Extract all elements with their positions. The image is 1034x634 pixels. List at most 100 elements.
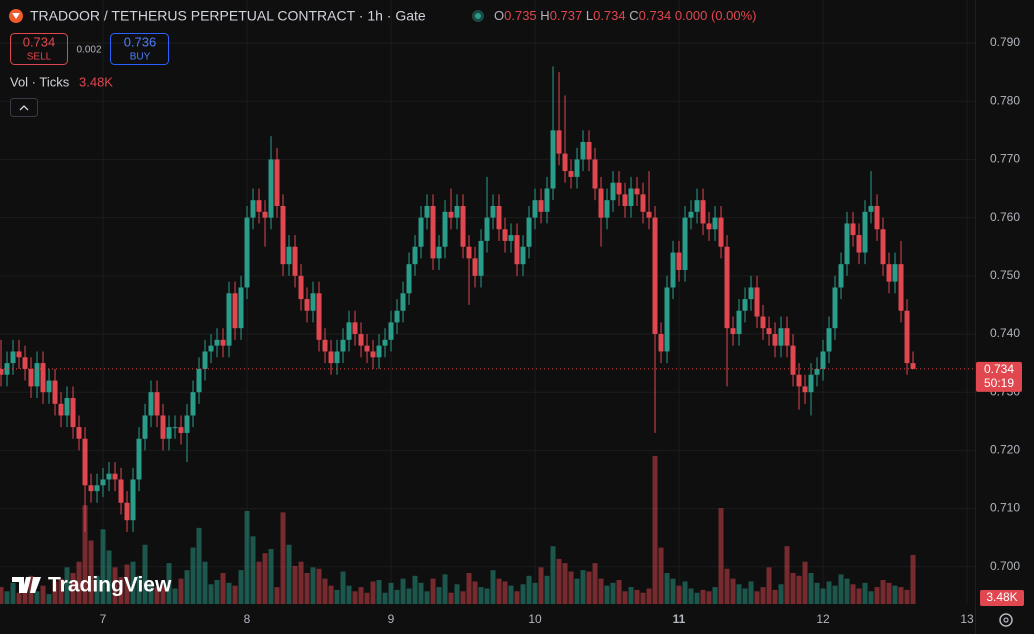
candle-body (886, 264, 892, 282)
volume-bar (340, 571, 346, 604)
candle-body (562, 153, 568, 172)
o-letter: O (494, 8, 504, 23)
x-tick-label: 10 (528, 612, 542, 626)
candle-body (142, 415, 148, 439)
volume-bar (724, 568, 730, 604)
volume-bar (58, 578, 64, 604)
candle-body (616, 182, 622, 195)
candle-body (766, 328, 772, 335)
volume-bar (112, 567, 118, 604)
candle-body (292, 246, 298, 276)
candle-body (298, 275, 304, 300)
candle-body (592, 159, 598, 189)
volume-bar (124, 564, 130, 604)
candle-body (682, 217, 688, 270)
candle-body (340, 339, 346, 352)
candle-body (28, 368, 34, 387)
volume-bar (88, 540, 94, 604)
candle-body (754, 287, 760, 317)
candle-body (640, 194, 646, 212)
volume-bar (766, 567, 772, 604)
volume-bar (874, 587, 880, 604)
volume-bar (160, 585, 166, 604)
volume-bar (34, 591, 40, 604)
x-tick-label: 12 (816, 612, 830, 626)
volume-bar (190, 547, 196, 604)
candle-body (436, 246, 442, 259)
volume-bar (862, 582, 868, 604)
sell-price: 0.734 (23, 34, 56, 49)
candle-body (622, 194, 628, 206)
volume-bar (394, 589, 400, 604)
candle-body (82, 438, 88, 486)
volume-bar (238, 570, 244, 604)
volume-bar (10, 582, 16, 604)
candle-body (4, 363, 10, 375)
candle-body (808, 374, 814, 393)
buy-label: BUY (130, 52, 151, 63)
volume-bar (586, 571, 592, 604)
y-tick-label: 0.740 (990, 326, 1020, 340)
candle-body (814, 368, 820, 375)
candle-body (730, 328, 736, 335)
volume-bar (604, 585, 610, 604)
volume-bar (100, 529, 106, 604)
candle-body (448, 211, 454, 218)
volume-bar (400, 578, 406, 604)
candle-body (628, 188, 634, 206)
volume-bar (172, 588, 178, 604)
volume-bar (136, 575, 142, 604)
volume-bar (676, 585, 682, 604)
candle-body (226, 293, 232, 346)
y-tick-label: 0.720 (990, 443, 1020, 457)
collapse-button[interactable] (10, 98, 38, 117)
candle-body (346, 322, 352, 340)
candle-body (514, 235, 520, 265)
candle-body (826, 328, 832, 352)
volume-bar (904, 589, 910, 604)
candle-body (322, 339, 328, 352)
watermark-logo (12, 577, 41, 593)
volume-bar (460, 591, 466, 604)
volume-bar (412, 575, 418, 604)
volume-bar (760, 587, 766, 604)
volume-bar (16, 592, 22, 604)
volume-bar (106, 550, 112, 604)
y-tick-label: 0.750 (990, 268, 1020, 282)
volume-bar (886, 582, 892, 604)
volume-bar (322, 578, 328, 604)
volume-bar (712, 587, 718, 604)
candle-body (232, 293, 238, 329)
candle-body (472, 258, 478, 276)
candle-body (850, 223, 856, 236)
volume-bar (418, 582, 424, 604)
volume-bar (652, 455, 658, 604)
volume-bar (772, 589, 778, 604)
volume-bar (622, 591, 628, 604)
candle-body (310, 293, 316, 311)
sell-button[interactable] (10, 33, 68, 65)
candle-body (760, 316, 766, 329)
candle-body (796, 374, 802, 387)
candle-body (16, 351, 22, 358)
settings-icon[interactable] (999, 613, 1013, 627)
volume-bar (658, 547, 664, 604)
candle-body (52, 380, 58, 404)
x-tick-label: 8 (244, 612, 251, 626)
candle-body (904, 310, 910, 364)
volume-bar (442, 574, 448, 604)
volume-bar (214, 580, 220, 604)
candle-body (670, 252, 676, 288)
volume-bar (826, 581, 832, 604)
candle-body (184, 415, 190, 433)
volume-name: Vol · Ticks (10, 74, 70, 89)
volume-bar (574, 578, 580, 604)
volume-bar (226, 582, 232, 604)
change: 0.000 (0.00%) (675, 8, 757, 23)
buy-button[interactable] (110, 33, 169, 65)
candle-body (148, 392, 154, 416)
candle-body (154, 392, 160, 416)
volume-bar (280, 512, 286, 604)
buy-price: 0.736 (124, 34, 157, 49)
volume-bar (856, 588, 862, 604)
